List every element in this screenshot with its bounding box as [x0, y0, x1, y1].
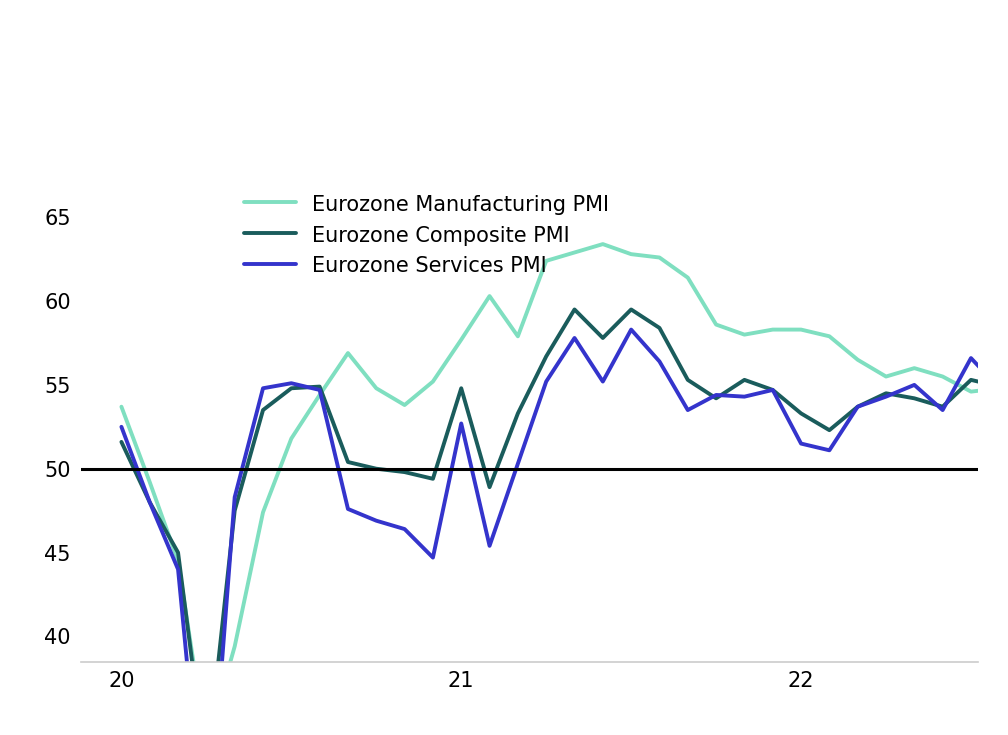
- Eurozone Composite PMI: [880, 389, 892, 398]
- Eurozone Manufacturing PMI: [739, 330, 751, 339]
- Eurozone Services PMI: [681, 406, 694, 415]
- Eurozone Manufacturing PMI: [795, 325, 807, 334]
- Eurozone Manufacturing PMI: [936, 372, 949, 381]
- Eurozone Services PMI: [597, 377, 609, 386]
- Eurozone Composite PMI: [767, 386, 779, 395]
- Eurozone Composite PMI: [540, 352, 552, 361]
- Eurozone Manufacturing PMI: [115, 402, 127, 411]
- Eurozone Manufacturing PMI: [540, 257, 552, 265]
- Eurozone Composite PMI: [342, 458, 354, 467]
- Eurozone Services PMI: [965, 354, 977, 362]
- Eurozone Manufacturing PMI: [993, 384, 1005, 392]
- Eurozone Manufacturing PMI: [767, 325, 779, 334]
- Eurozone Manufacturing PMI: [824, 332, 836, 341]
- Eurozone Services PMI: [739, 392, 751, 401]
- Eurozone Manufacturing PMI: [398, 401, 410, 409]
- Eurozone Manufacturing PMI: [229, 642, 241, 650]
- Eurozone Manufacturing PMI: [908, 364, 920, 373]
- Legend: Eurozone Manufacturing PMI, Eurozone Composite PMI, Eurozone Services PMI: Eurozone Manufacturing PMI, Eurozone Com…: [244, 194, 609, 276]
- Eurozone Composite PMI: [512, 409, 524, 417]
- Eurozone Services PMI: [936, 406, 949, 415]
- Eurozone Manufacturing PMI: [370, 384, 382, 392]
- Eurozone Services PMI: [993, 384, 1005, 392]
- Eurozone Services PMI: [342, 504, 354, 513]
- Line: Eurozone Composite PMI: Eurozone Composite PMI: [121, 309, 1008, 735]
- Eurozone Composite PMI: [285, 384, 297, 392]
- Eurozone Manufacturing PMI: [313, 390, 326, 399]
- Eurozone Composite PMI: [739, 376, 751, 384]
- Eurozone Composite PMI: [625, 305, 637, 314]
- Eurozone Composite PMI: [484, 483, 496, 492]
- Eurozone Services PMI: [257, 384, 269, 392]
- Eurozone Composite PMI: [824, 426, 836, 434]
- Eurozone Services PMI: [144, 498, 156, 506]
- Eurozone Services PMI: [370, 516, 382, 525]
- Eurozone Manufacturing PMI: [852, 355, 864, 364]
- Eurozone Manufacturing PMI: [172, 556, 184, 565]
- Eurozone Composite PMI: [681, 376, 694, 384]
- Eurozone Services PMI: [824, 446, 836, 455]
- Eurozone Services PMI: [115, 423, 127, 431]
- Eurozone Composite PMI: [710, 394, 722, 403]
- Eurozone Manufacturing PMI: [512, 332, 524, 341]
- Eurozone Composite PMI: [965, 376, 977, 384]
- Eurozone Services PMI: [767, 386, 779, 395]
- Eurozone Manufacturing PMI: [710, 320, 722, 329]
- Eurozone Services PMI: [426, 553, 438, 562]
- Eurozone Manufacturing PMI: [144, 478, 156, 487]
- Eurozone Services PMI: [795, 440, 807, 448]
- Eurozone Composite PMI: [653, 323, 665, 332]
- Eurozone Manufacturing PMI: [569, 248, 581, 257]
- Eurozone Composite PMI: [257, 406, 269, 415]
- Eurozone Manufacturing PMI: [681, 273, 694, 282]
- Eurozone Manufacturing PMI: [965, 387, 977, 396]
- Eurozone Composite PMI: [597, 334, 609, 343]
- Eurozone Manufacturing PMI: [426, 377, 438, 386]
- Eurozone Manufacturing PMI: [342, 348, 354, 357]
- Line: Eurozone Services PMI: Eurozone Services PMI: [121, 329, 1008, 735]
- Eurozone Composite PMI: [144, 498, 156, 506]
- Eurozone Composite PMI: [115, 437, 127, 446]
- Eurozone Composite PMI: [993, 382, 1005, 391]
- Line: Eurozone Manufacturing PMI: Eurozone Manufacturing PMI: [121, 244, 1008, 735]
- Eurozone Composite PMI: [456, 384, 468, 392]
- Eurozone Services PMI: [313, 386, 326, 395]
- Eurozone Services PMI: [653, 357, 665, 366]
- Eurozone Services PMI: [625, 325, 637, 334]
- Eurozone Services PMI: [285, 379, 297, 387]
- Eurozone Services PMI: [710, 390, 722, 399]
- Eurozone Services PMI: [456, 419, 468, 428]
- Eurozone Composite PMI: [398, 467, 410, 476]
- Eurozone Manufacturing PMI: [285, 434, 297, 443]
- Eurozone Manufacturing PMI: [456, 335, 468, 344]
- Eurozone Composite PMI: [426, 474, 438, 483]
- Eurozone Services PMI: [229, 492, 241, 501]
- Eurozone Services PMI: [512, 459, 524, 468]
- Eurozone Services PMI: [540, 377, 552, 386]
- Eurozone Manufacturing PMI: [880, 372, 892, 381]
- Eurozone Services PMI: [569, 334, 581, 343]
- Eurozone Services PMI: [398, 525, 410, 534]
- Eurozone Composite PMI: [370, 465, 382, 473]
- Eurozone Composite PMI: [936, 402, 949, 411]
- Eurozone Composite PMI: [569, 305, 581, 314]
- Eurozone Services PMI: [852, 402, 864, 411]
- Eurozone Composite PMI: [313, 382, 326, 391]
- Eurozone Composite PMI: [795, 409, 807, 417]
- Eurozone Services PMI: [880, 392, 892, 401]
- Eurozone Manufacturing PMI: [625, 250, 637, 259]
- Eurozone Composite PMI: [172, 548, 184, 557]
- Eurozone Manufacturing PMI: [653, 253, 665, 262]
- Eurozone Composite PMI: [852, 402, 864, 411]
- Eurozone Composite PMI: [908, 394, 920, 403]
- Eurozone Manufacturing PMI: [484, 292, 496, 301]
- Eurozone Composite PMI: [229, 506, 241, 515]
- Eurozone Services PMI: [172, 565, 184, 574]
- Eurozone Manufacturing PMI: [597, 240, 609, 248]
- Eurozone Manufacturing PMI: [257, 508, 269, 517]
- Eurozone Services PMI: [484, 542, 496, 551]
- Eurozone Services PMI: [908, 381, 920, 390]
